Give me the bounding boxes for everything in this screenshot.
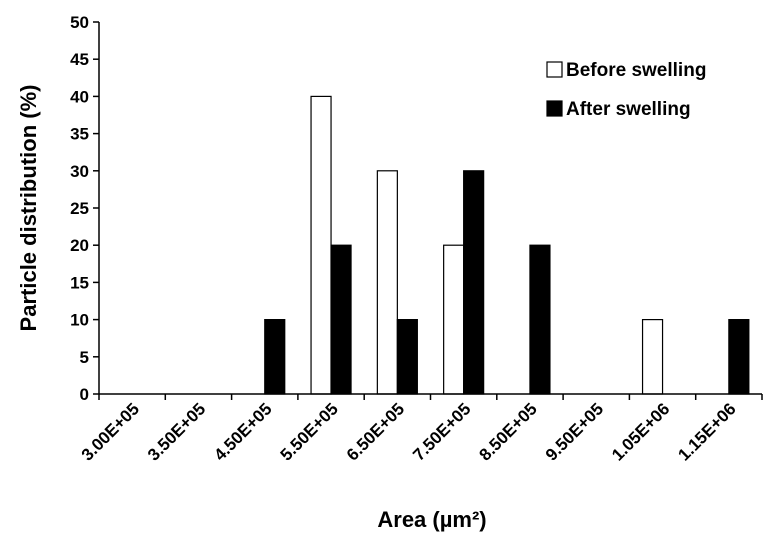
- y-tick-label: 25: [70, 199, 89, 218]
- bar-after-swelling: [463, 170, 485, 395]
- legend-label-after-swelling: After swelling: [566, 99, 691, 120]
- y-tick-label: 15: [70, 273, 89, 292]
- y-tick-label: 0: [80, 385, 89, 404]
- y-tick-label: 5: [80, 348, 89, 367]
- legend-swatch-before-swelling: [546, 61, 563, 78]
- y-tick-label: 40: [70, 87, 89, 106]
- y-axis-ticks: 0 5 10 15 20 25 30 35 40 45 50: [70, 13, 99, 404]
- legend: Before swelling After swelling: [546, 60, 706, 120]
- bar-before-swelling: [376, 170, 398, 395]
- legend-swatch-after-swelling: [546, 100, 563, 117]
- x-axis-title: Area (µm²): [377, 507, 486, 532]
- y-tick-label: 50: [70, 13, 89, 32]
- x-tick-label: 3.00E+05: [78, 399, 143, 464]
- legend-label-before-swelling: Before swelling: [566, 60, 706, 81]
- x-tick-label: 7.50E+05: [409, 399, 474, 464]
- x-tick-label: 9.50E+05: [542, 399, 607, 464]
- bars-layer: [264, 95, 750, 395]
- y-axis-title: Particle distribution (%): [16, 85, 41, 332]
- x-axis-ticks: 3.00E+05 3.50E+05 4.50E+05 5.50E+05 6.50E+05…: [78, 394, 763, 465]
- x-tick-label: 1.15E+06: [674, 399, 739, 464]
- bar-after-swelling: [264, 319, 286, 395]
- x-tick-label: 5.50E+05: [277, 399, 342, 464]
- bar-before-swelling: [641, 319, 664, 395]
- bar-after-swelling: [396, 319, 418, 395]
- y-tick-label: 20: [70, 236, 89, 255]
- x-tick-label: 3.50E+05: [144, 399, 209, 464]
- bar-before-swelling: [310, 95, 332, 395]
- bar-after-swelling: [529, 244, 551, 395]
- y-tick-label: 45: [70, 50, 89, 69]
- x-tick-label: 8.50E+05: [476, 399, 541, 464]
- bar-before-swelling: [443, 244, 465, 395]
- bar-after-swelling: [728, 319, 750, 395]
- y-tick-label: 35: [70, 125, 89, 144]
- y-tick-label: 10: [70, 311, 89, 330]
- y-tick-label: 30: [70, 162, 89, 181]
- x-tick-label: 6.50E+05: [343, 399, 408, 464]
- bar-after-swelling: [330, 244, 352, 395]
- x-tick-label: 4.50E+05: [210, 399, 275, 464]
- x-tick-label: 1.05E+06: [608, 399, 673, 464]
